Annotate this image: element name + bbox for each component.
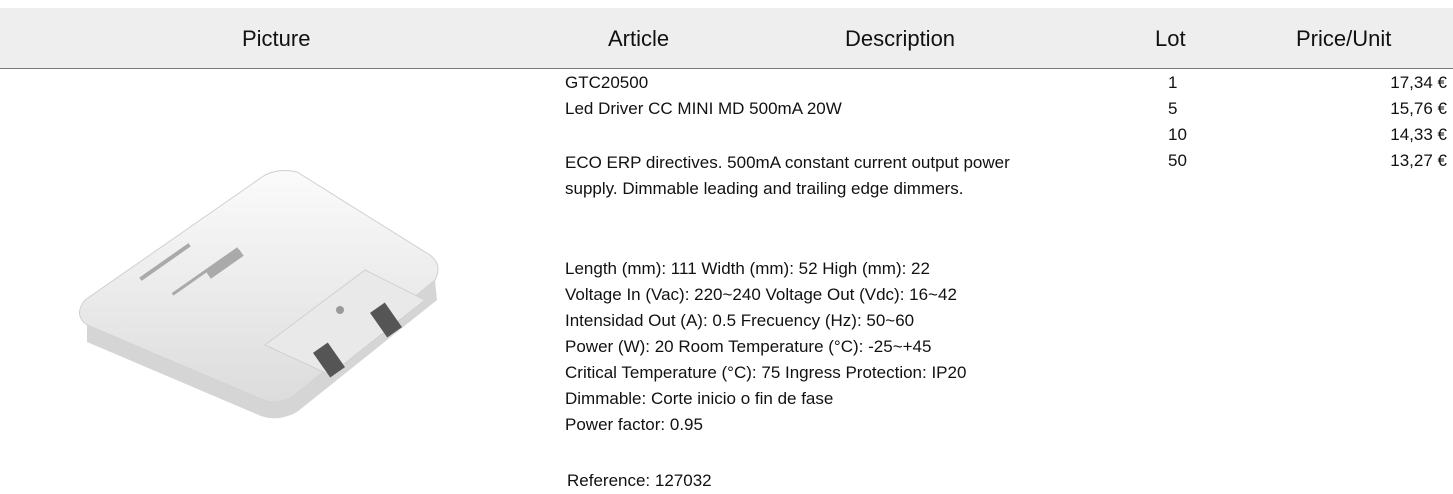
header-lot: Lot	[1155, 26, 1186, 51]
spec-line: Length (mm): 111 Width (mm): 52 High (mm…	[565, 259, 930, 278]
unit-price: 15,76 €	[1390, 99, 1447, 118]
unit-price: 14,33 €	[1390, 125, 1447, 144]
lot-quantity: 1	[1168, 73, 1178, 92]
table-header: Picture Article Description Lot Price/Un…	[0, 8, 1453, 69]
article-name: Led Driver CC MINI MD 500mA 20W	[565, 99, 842, 118]
spec-line: Power factor: 0.95	[565, 415, 703, 434]
header-article: Article	[608, 26, 670, 51]
spec-line: Intensidad Out (A): 0.5 Frecuency (Hz): …	[565, 311, 915, 330]
product-image	[79, 170, 439, 419]
spec-line: Voltage In (Vac): 220~240 Voltage Out (V…	[565, 285, 957, 304]
price-row: 5 15,76 €	[1160, 96, 1447, 122]
spec-line: Critical Temperature (°C): 75 Ingress Pr…	[565, 363, 967, 382]
lot-quantity: 10	[1168, 125, 1187, 144]
price-table: 1 17,34 € 5 15,76 € 10 14,33 € 50 13,27 €	[1160, 70, 1447, 174]
lot-quantity: 5	[1168, 99, 1178, 118]
header-description: Description	[845, 26, 956, 51]
header-picture: Picture	[242, 26, 311, 51]
header-price: Price/Unit	[1296, 26, 1392, 51]
spec-line: Dimmable: Corte inicio o fin de fase	[565, 389, 834, 408]
unit-price: 17,34 €	[1390, 73, 1447, 92]
article-description: ECO ERP directives. 500mA constant curre…	[565, 153, 1010, 198]
lot-quantity: 50	[1168, 151, 1187, 170]
price-row: 50 13,27 €	[1160, 148, 1447, 174]
spec-line: Power (W): 20 Room Temperature (°C): -25…	[565, 337, 932, 356]
price-row: 10 14,33 €	[1160, 122, 1447, 148]
article-reference: Reference: 127032	[567, 471, 712, 490]
article-code: GTC20500	[565, 73, 649, 92]
price-row: 1 17,34 €	[1160, 70, 1447, 96]
unit-price: 13,27 €	[1390, 151, 1447, 170]
article-specs: Length (mm): 111 Width (mm): 52 High (mm…	[565, 256, 966, 438]
